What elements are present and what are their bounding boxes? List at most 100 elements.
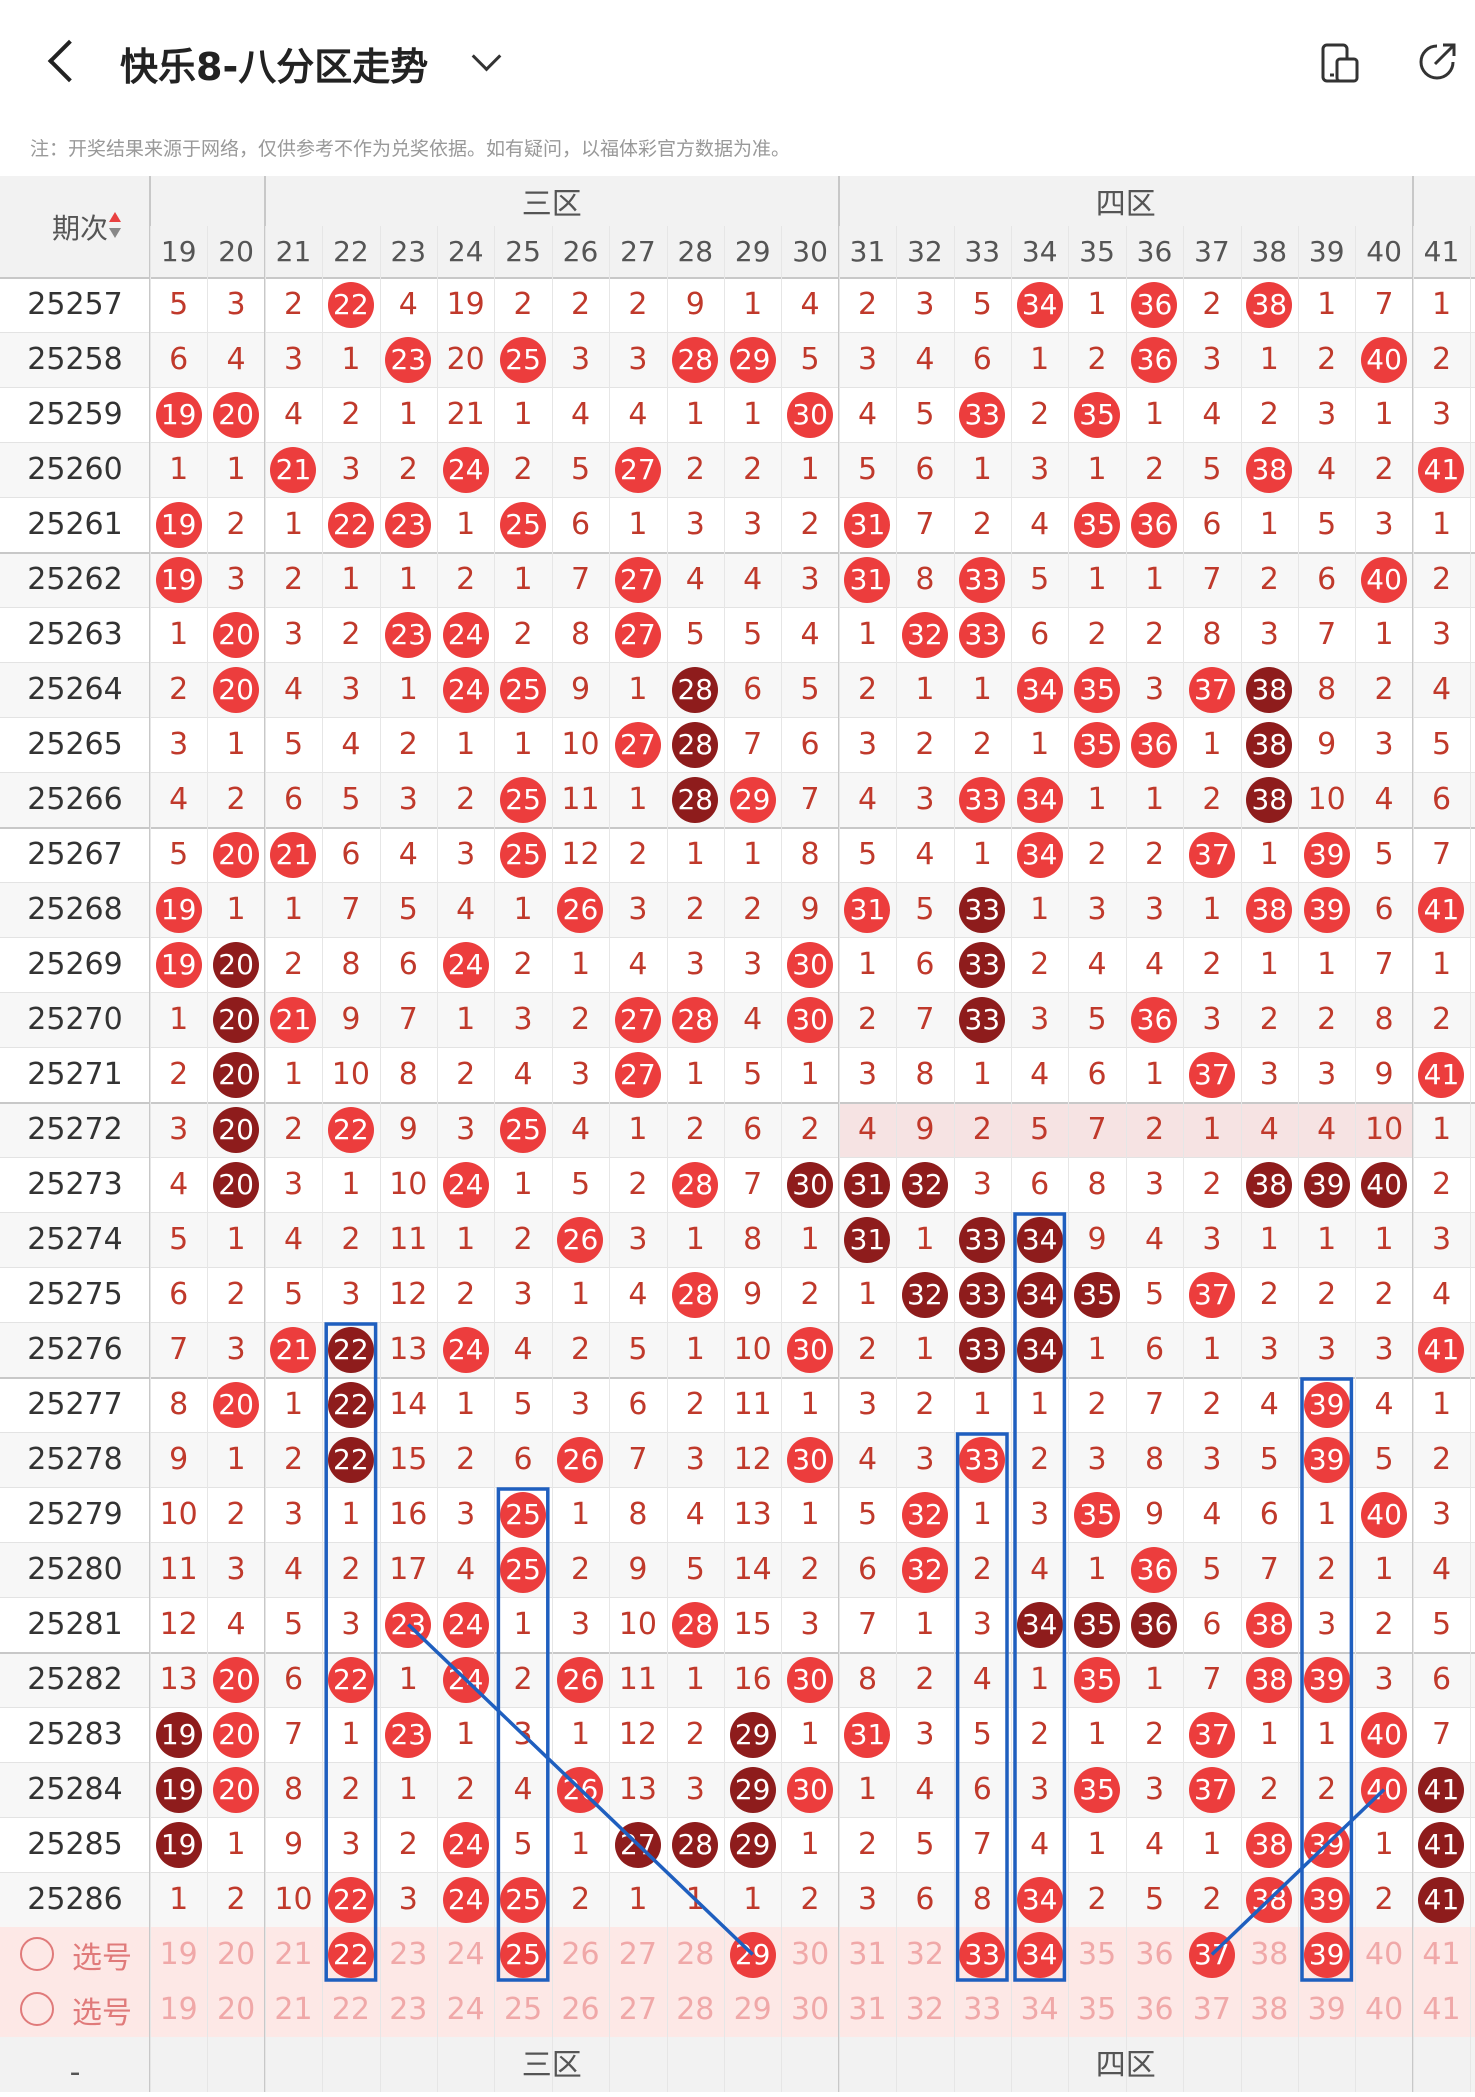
issue-header[interactable]: 期次 <box>51 211 108 245</box>
select-number[interactable]: 35 <box>1077 1992 1117 2027</box>
picked-ball[interactable]: 37 <box>1188 1931 1235 1978</box>
row-divider <box>0 442 1475 443</box>
table-cell: 5 <box>857 452 878 487</box>
select-number[interactable]: 21 <box>274 1992 313 2027</box>
table-header-bg <box>0 176 1475 277</box>
chevron-down-icon[interactable] <box>471 41 502 72</box>
device-icon[interactable] <box>1320 42 1360 84</box>
table-cell: 22 <box>322 277 379 332</box>
issue-number: 25269 <box>27 947 123 982</box>
share-icon[interactable] <box>1415 40 1459 84</box>
table-cell: 19 <box>446 287 485 322</box>
select-number[interactable]: 40 <box>1364 1937 1404 1972</box>
table-cell: 35 <box>1068 1487 1125 1542</box>
select-number[interactable]: 23 <box>389 1992 428 2027</box>
select-number[interactable]: 30 <box>790 1937 830 1972</box>
select-number[interactable]: 19 <box>159 1937 198 1972</box>
select-number[interactable]: 27 <box>618 1937 657 1972</box>
drawn-ball: 37 <box>1188 1711 1235 1758</box>
select-number[interactable]: 36 <box>1135 1937 1174 1972</box>
annotation-box <box>1300 1377 1354 1982</box>
table-cell: 6 <box>628 1387 648 1422</box>
table-cell: 3 <box>743 507 763 542</box>
select-number[interactable]: 37 <box>1183 1927 1240 1982</box>
picked-ball[interactable]: 22 <box>327 1931 374 1978</box>
table-cell: 2 <box>513 947 533 982</box>
drawn-ball: 35 <box>1074 1271 1121 1318</box>
select-number[interactable]: 24 <box>446 1992 485 2027</box>
select-number[interactable]: 33 <box>963 1992 1002 2027</box>
cell-divider <box>437 226 438 2092</box>
select-label[interactable]: 选号 <box>72 1940 132 1976</box>
select-number[interactable]: 22 <box>331 1992 370 2027</box>
select-number[interactable]: 22 <box>322 1927 379 1982</box>
row-stripe <box>0 1322 1475 1377</box>
table-cell: 41 <box>1413 1817 1470 1872</box>
select-number[interactable]: 36 <box>1135 1992 1174 2027</box>
drawn-ball: 33 <box>959 996 1006 1043</box>
page-title[interactable]: 快乐8-八分区走势 <box>120 45 429 89</box>
select-number[interactable]: 41 <box>1422 1992 1461 2027</box>
select-number[interactable]: 40 <box>1364 1992 1404 2027</box>
table-cell: 25 <box>494 1487 551 1542</box>
drawn-ball: 20 <box>213 1106 260 1153</box>
select-number[interactable]: 26 <box>561 1937 600 1972</box>
picked-ball[interactable]: 25 <box>500 1931 547 1978</box>
select-number[interactable]: 28 <box>676 1937 715 1972</box>
select-number[interactable]: 32 <box>905 1992 944 2027</box>
select-number[interactable]: 30 <box>790 1992 830 2027</box>
table-cell: 33 <box>954 607 1011 662</box>
select-radio[interactable] <box>20 1937 54 1971</box>
select-number[interactable]: 32 <box>905 1937 944 1972</box>
select-number[interactable]: 29 <box>733 1992 772 2027</box>
select-number[interactable]: 39 <box>1298 1927 1355 1982</box>
select-number[interactable]: 20 <box>216 1992 256 2027</box>
picked-ball[interactable]: 33 <box>959 1931 1006 1978</box>
table-cell: 2 <box>1202 947 1222 982</box>
select-number[interactable]: 26 <box>561 1992 600 2027</box>
select-number[interactable]: 38 <box>1250 1992 1289 2027</box>
drawn-ball: 28 <box>672 336 719 383</box>
select-number[interactable]: 38 <box>1250 1937 1289 1972</box>
picked-ball[interactable]: 34 <box>1016 1931 1063 1978</box>
table-cell: 4 <box>283 397 304 432</box>
select-number[interactable]: 37 <box>1192 1992 1231 2027</box>
select-number[interactable]: 21 <box>274 1937 313 1972</box>
select-number[interactable]: 19 <box>159 1992 198 2027</box>
cell-divider <box>551 226 553 2092</box>
table-cell: 2 <box>1317 1277 1337 1312</box>
table-cell: 7 <box>1374 947 1394 982</box>
table-cell: 34 <box>1011 1322 1068 1377</box>
table-cell: 6 <box>743 1112 763 1147</box>
select-number[interactable]: 39 <box>1307 1992 1346 2027</box>
cell-divider <box>1125 226 1127 2092</box>
sort-arrows-icon[interactable] <box>108 210 122 240</box>
select-number[interactable]: 34 <box>1020 1992 1059 2027</box>
select-number[interactable]: 25 <box>494 1927 551 1982</box>
table-cell: 3 <box>1317 1607 1337 1642</box>
select-number[interactable]: 31 <box>848 1992 887 2027</box>
select-number[interactable]: 27 <box>618 1992 657 2027</box>
select-radio[interactable] <box>20 1992 54 2026</box>
select-number[interactable]: 31 <box>848 1937 887 1972</box>
select-label[interactable]: 选号 <box>72 1995 132 2031</box>
table-cell: 19 <box>150 882 207 937</box>
table-cell: 2 <box>915 1387 935 1422</box>
select-number[interactable]: 25 <box>503 1992 543 2027</box>
select-number[interactable]: 23 <box>389 1937 428 1972</box>
table-cell: 2 <box>283 947 304 982</box>
select-number[interactable]: 41 <box>1422 1937 1461 1972</box>
drawn-ball: 22 <box>327 501 374 548</box>
select-number[interactable]: 34 <box>1011 1927 1068 1982</box>
select-number[interactable]: 20 <box>216 1937 256 1972</box>
drawn-ball: 36 <box>1131 336 1178 383</box>
table-cell: 19 <box>150 937 207 992</box>
back-arrow-icon[interactable] <box>40 36 80 86</box>
row-divider <box>0 1377 1475 1379</box>
picked-ball[interactable]: 39 <box>1303 1931 1350 1978</box>
select-number[interactable]: 24 <box>446 1937 485 1972</box>
select-number[interactable]: 28 <box>676 1992 715 2027</box>
select-number[interactable]: 35 <box>1077 1937 1117 1972</box>
select-number[interactable]: 33 <box>954 1927 1011 1982</box>
table-cell: 3 <box>857 727 878 762</box>
